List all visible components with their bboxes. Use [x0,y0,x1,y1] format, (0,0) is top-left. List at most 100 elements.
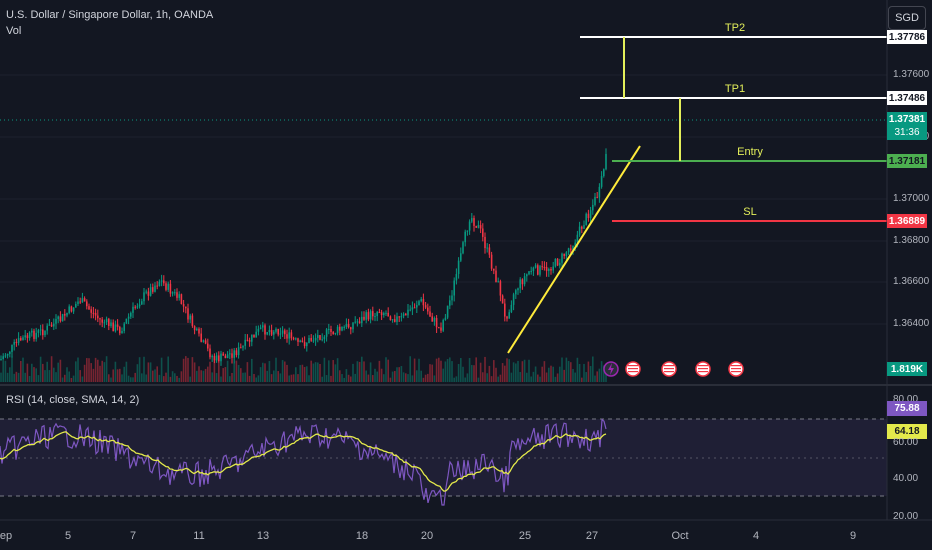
symbol-title[interactable]: U.S. Dollar / Singapore Dollar, 1h, OAND… [6,9,214,21]
volume-bar [482,372,484,382]
candle-body [105,318,108,323]
volume-bar [180,371,183,382]
time-label: 4 [752,530,760,542]
volume-bar [114,361,117,382]
candle-body [198,328,200,334]
time-label: 11 [193,530,205,542]
candle-body [193,326,196,331]
bar-countdown: 31:36 [894,127,920,138]
candle-body [156,285,158,287]
candle-body [396,316,398,322]
volume-bar [464,377,466,382]
volume-bar [299,365,301,382]
candle-body [50,324,53,327]
candle-body [471,218,473,222]
currency-button[interactable]: SGD [888,6,926,30]
rsi-tick: 40.00 [893,473,919,484]
volume-bar [119,368,121,382]
current-price-tag[interactable]: 1.37381 31:36 [887,112,927,140]
candle-body [420,299,422,302]
candle-body [213,355,216,361]
price-tick: 1.37600 [893,69,930,80]
volume-bar [83,364,86,382]
candle-body [537,265,539,275]
volume-bar [220,376,222,382]
volume-bar [477,377,480,382]
volume-bar [198,366,200,382]
candle-body [101,319,103,323]
candle-body [490,254,493,269]
volume-bar [156,366,158,382]
rsi-value-tag[interactable]: 75.88 [887,401,927,416]
candle-body [473,218,475,226]
volume-bar [398,367,400,382]
volume-bar [259,367,262,382]
candle-body [39,329,42,331]
volume-bar [207,366,209,382]
volume-bar [242,372,244,382]
candle-body [521,279,524,285]
candle-body [479,225,482,229]
candle-body [28,332,31,339]
volume-bar [182,358,185,382]
volume-tag[interactable]: 1.819K [887,362,927,376]
candle-body [246,339,249,341]
sl-price-tag[interactable]: 1.36889 [887,214,927,228]
trend-line[interactable] [507,145,641,354]
candle-body [262,325,264,328]
volume-bar [396,367,398,382]
candle-body [587,213,590,219]
volume-bar [211,372,213,382]
volume-bar [605,371,607,382]
candle-body [182,303,185,307]
volume-bar [506,358,508,382]
flag-stripe [664,365,674,367]
rsi-tick: 20.00 [893,511,919,522]
candle-body [523,276,526,285]
volume-bar [541,366,543,382]
candle-body [147,291,150,296]
volume-bar [154,369,156,382]
candle-body [488,247,491,255]
candle-body [94,312,97,316]
candle-body [0,358,2,360]
candle-body [165,283,167,290]
volume-bar [189,376,191,382]
candle-body [57,316,59,319]
entry-price-tag[interactable]: 1.37181 [887,154,927,168]
volume-bar [545,372,548,382]
candle-body [574,242,576,246]
volume-bar [367,374,370,382]
price-tick: 1.36800 [893,235,930,246]
volume-bar [97,359,99,382]
candle-body [259,327,262,329]
volume-bar [13,373,15,382]
candle-body [46,325,48,331]
candle-body [455,273,458,281]
volume-bar [275,357,277,382]
volume-bar [365,370,367,382]
rsi-legend[interactable]: RSI (14, close, SMA, 14, 2) [6,394,140,406]
tp2-price-tag[interactable]: 1.37786 [887,30,927,44]
candle-body [169,283,172,294]
candle-body [79,301,81,303]
volume-bar [35,368,37,382]
candle-body [114,324,117,332]
volume-legend[interactable]: Vol [6,25,22,37]
volume-bar [556,373,559,382]
candle-body [341,326,343,331]
candle-body [592,204,594,211]
rsi-sma-value-tag[interactable]: 64.18 [887,424,927,439]
candle-body [20,338,22,341]
event-icons[interactable] [603,361,744,377]
volume-bar [99,365,101,382]
volume-bar [268,361,271,382]
candle-body [174,292,176,294]
volume-bar [374,368,376,382]
candle-body [462,242,464,254]
volume-bar [237,365,240,382]
candle-body [72,307,75,312]
tp1-price-tag[interactable]: 1.37486 [887,91,927,105]
volume-bar [224,367,227,382]
